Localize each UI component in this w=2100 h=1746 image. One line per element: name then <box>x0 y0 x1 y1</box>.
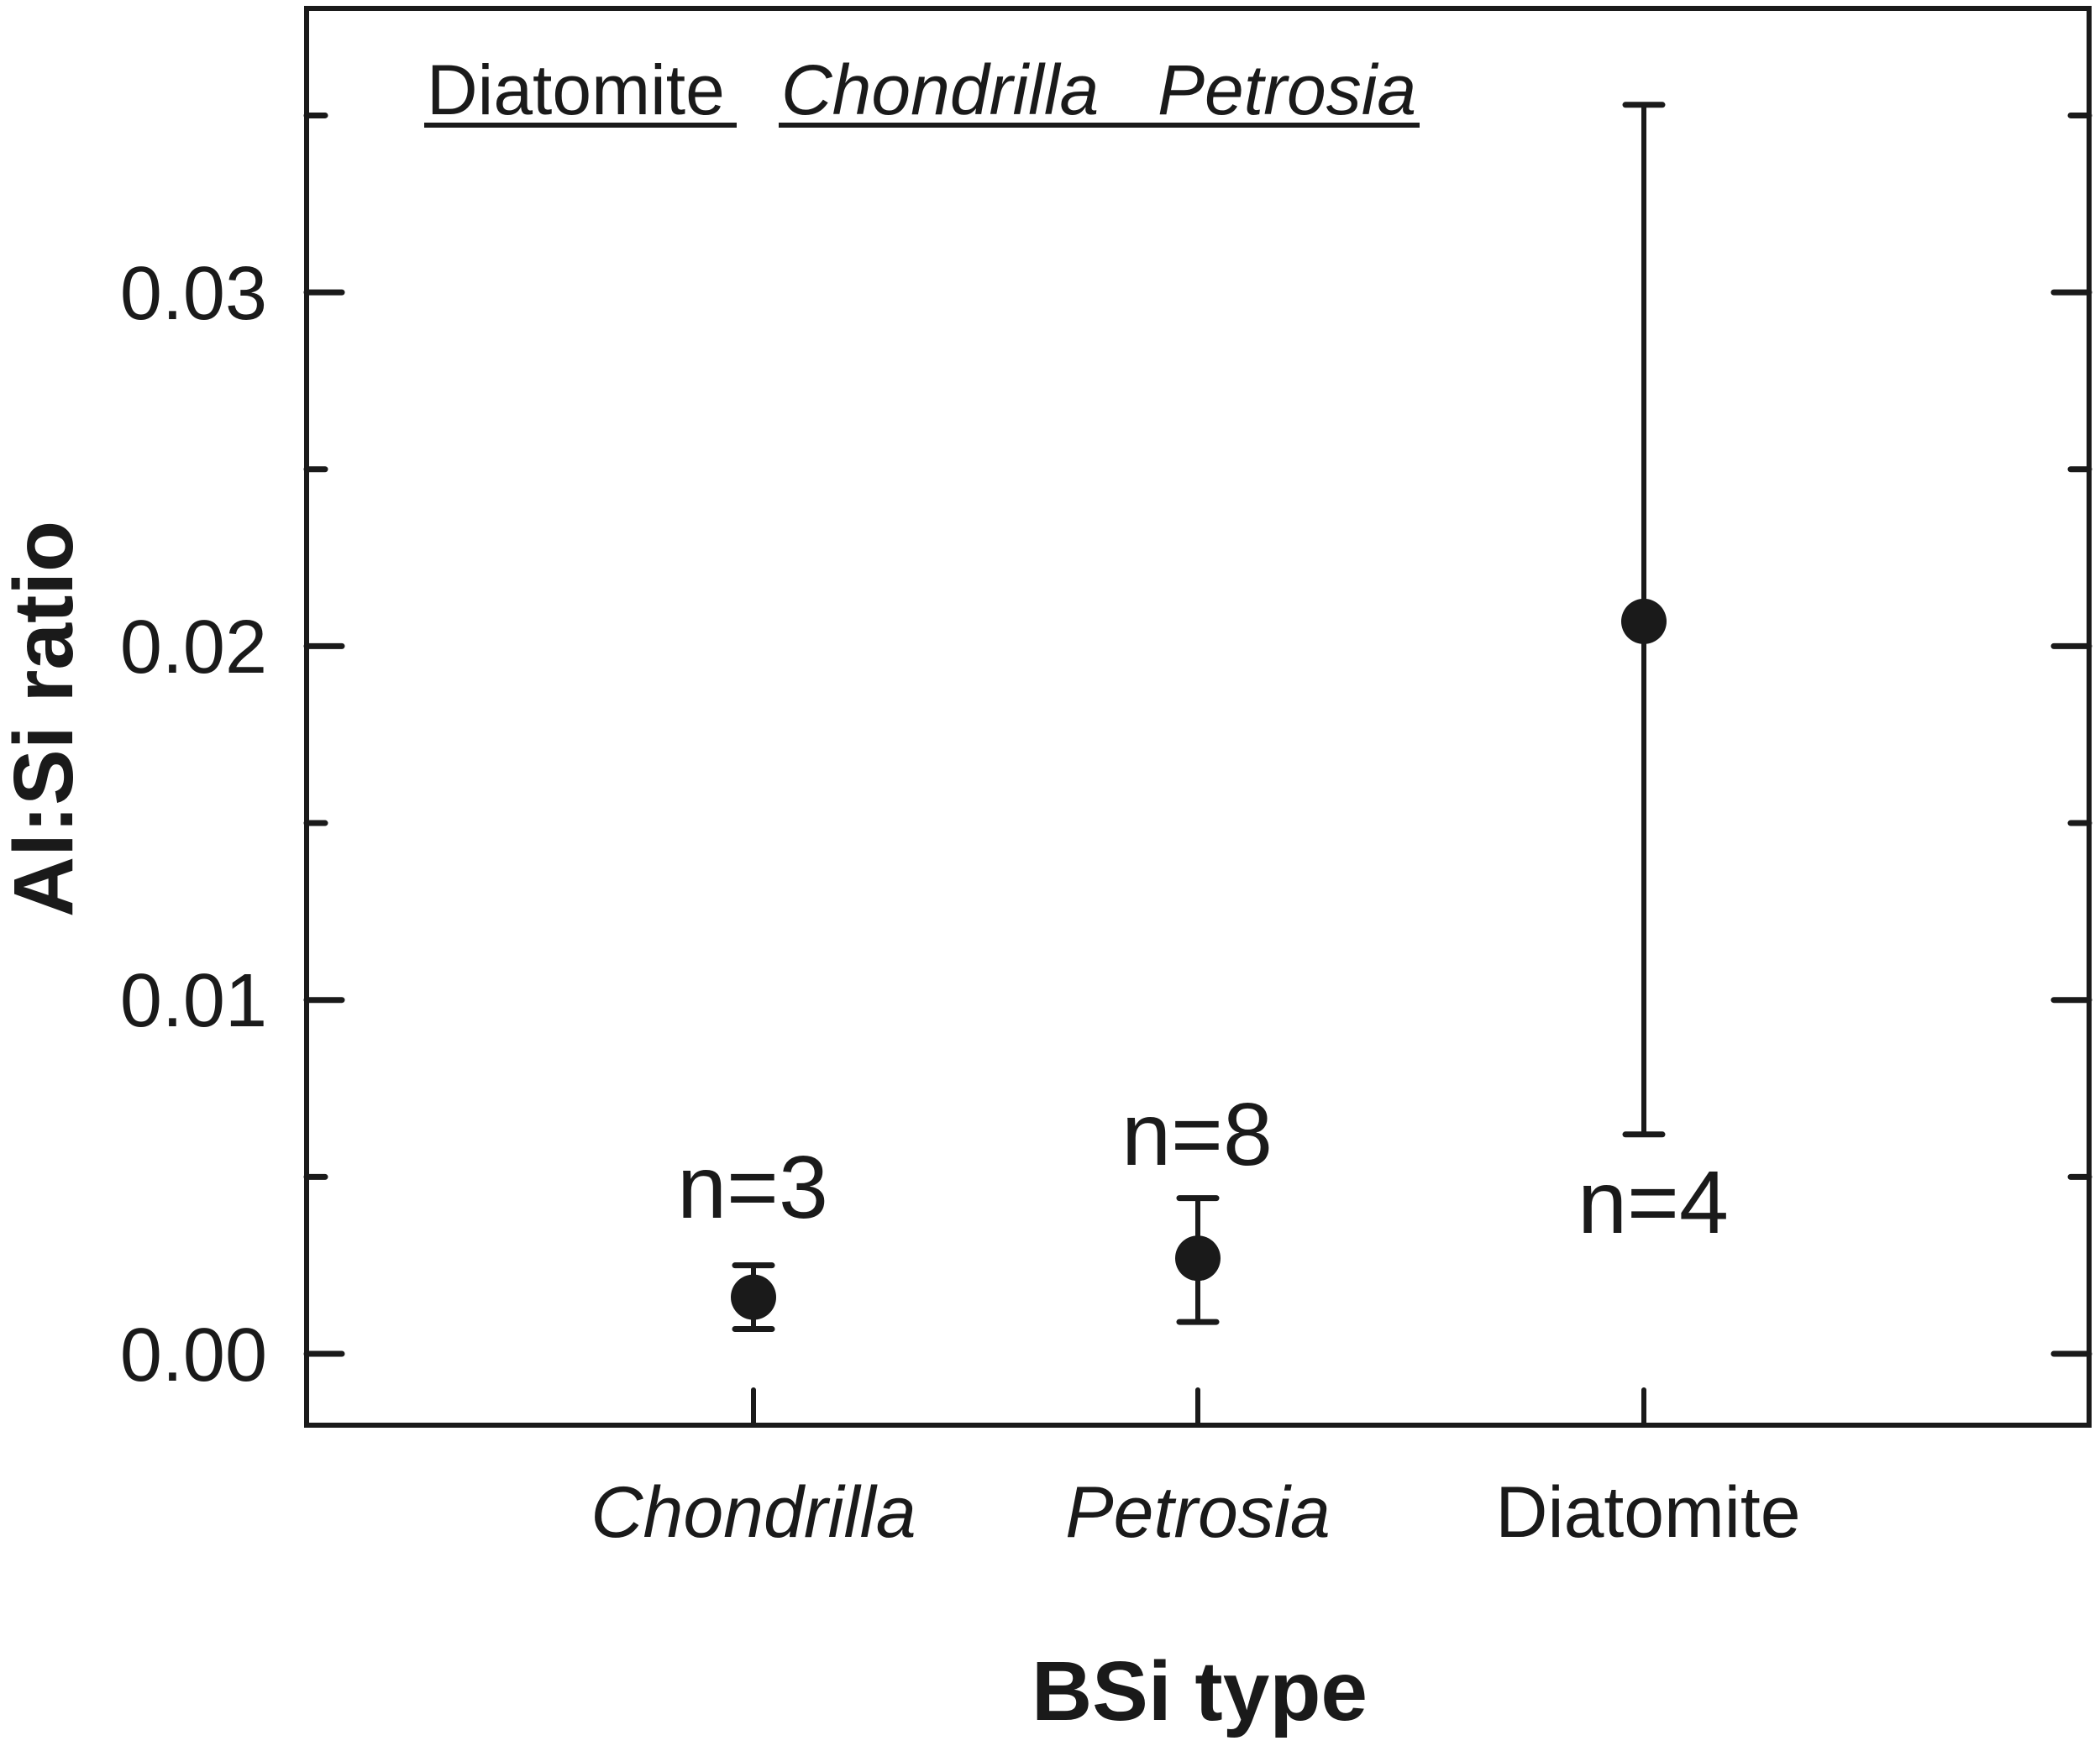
x-category-labels: Chondrilla Petrosia Diatomite <box>591 1472 1800 1553</box>
error-bar-point-diatomite <box>1621 102 1667 1138</box>
category-label-petrosia: Petrosia <box>1065 1472 1331 1553</box>
group-b-label-chondrilla: Chondrilla <box>781 50 1099 129</box>
x-axis-ticks <box>751 1387 1646 1428</box>
significance-groups: Diatomite Chondrilla Petrosia <box>424 50 1420 129</box>
n-label-chondrilla: n=3 <box>677 1138 828 1237</box>
mean-marker <box>1621 598 1667 644</box>
mean-marker <box>1175 1235 1221 1282</box>
category-label-chondrilla: Chondrilla <box>591 1472 916 1553</box>
y-tick-label: 0.02 <box>120 606 267 689</box>
mean-marker <box>731 1274 776 1320</box>
y-tick-label: 0.03 <box>120 252 267 336</box>
group-b-label-petrosia: Petrosia <box>1158 50 1416 129</box>
n-label-diatomite: n=4 <box>1578 1153 1729 1252</box>
y-axis-title: Al:Si ratio <box>0 521 91 917</box>
n-label-petrosia: n=8 <box>1121 1085 1273 1184</box>
error-bar-point-chondrilla <box>731 1262 776 1333</box>
y-tick-label: 0.01 <box>120 959 267 1043</box>
data-points <box>731 102 1667 1333</box>
error-bar-point-petrosia <box>1175 1195 1221 1325</box>
y-tick-label: 0.00 <box>120 1313 267 1397</box>
y-axis-ticks <box>303 112 2092 1357</box>
category-label-diatomite: Diatomite <box>1495 1472 1800 1553</box>
x-axis-title: BSi type <box>1032 1644 1368 1738</box>
sample-size-labels: n=3 n=8 n=4 <box>677 1085 1729 1252</box>
group-a-label: Diatomite <box>427 50 725 129</box>
y-tick-labels: 0.00 0.01 0.02 0.03 <box>120 252 267 1397</box>
